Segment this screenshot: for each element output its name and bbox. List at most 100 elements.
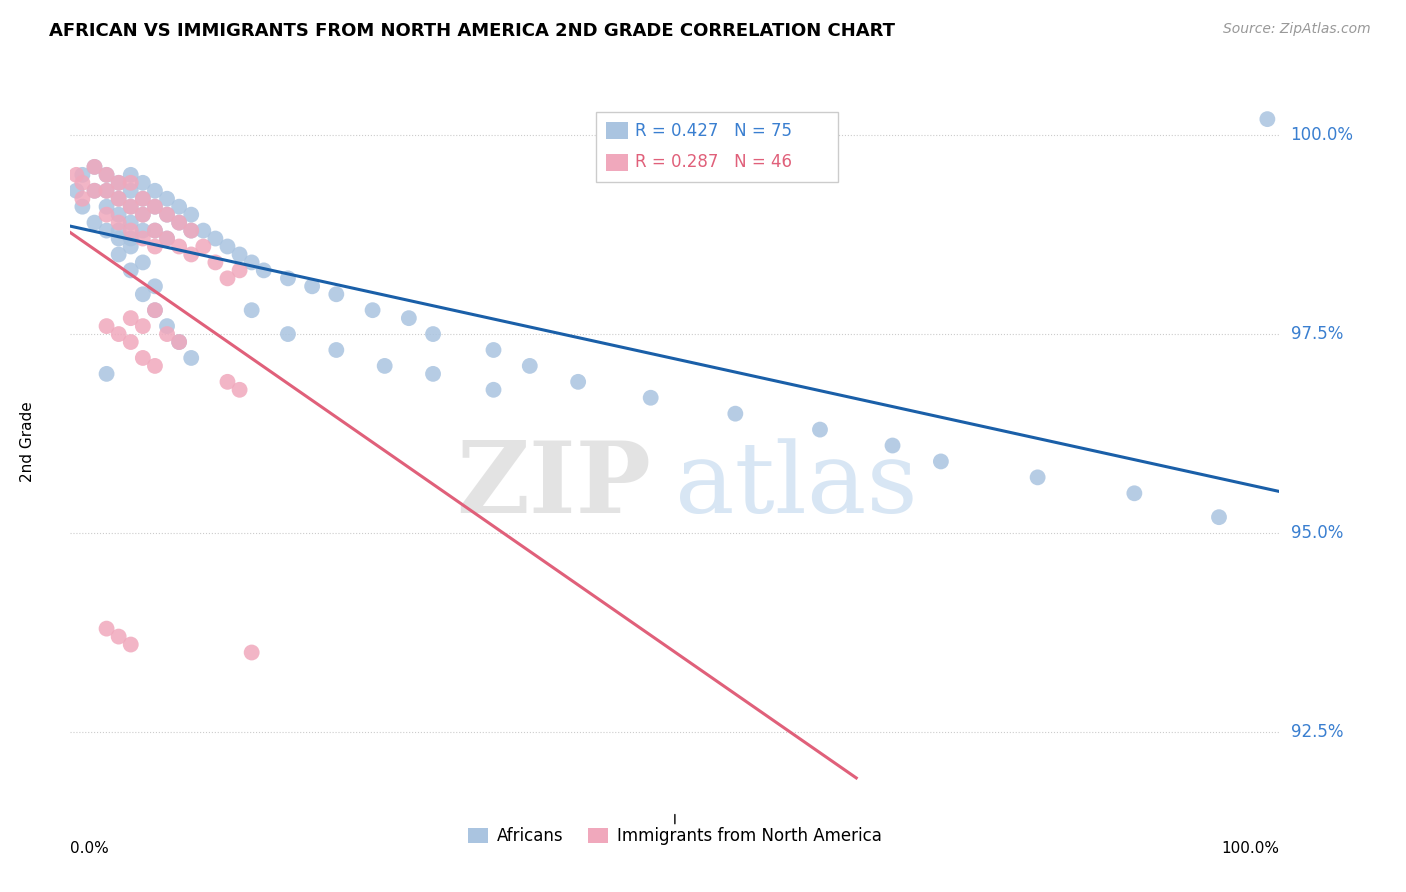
Text: Source: ZipAtlas.com: Source: ZipAtlas.com <box>1223 22 1371 37</box>
Point <box>167 334 190 349</box>
Point <box>107 630 129 644</box>
Point <box>132 255 155 269</box>
Point <box>107 327 129 342</box>
Point <box>132 208 155 222</box>
Point <box>72 200 94 214</box>
Point <box>65 184 87 198</box>
Point <box>96 208 118 222</box>
Point <box>107 192 129 206</box>
Point <box>240 303 263 318</box>
Point <box>143 223 166 237</box>
Point <box>180 223 202 237</box>
Point <box>193 223 215 237</box>
Point <box>1208 510 1230 524</box>
Point <box>143 279 166 293</box>
Point <box>217 375 239 389</box>
Text: 92.5%: 92.5% <box>1291 723 1343 741</box>
Point <box>107 216 129 230</box>
Point <box>107 231 129 245</box>
Point <box>325 343 347 357</box>
Point <box>96 367 118 381</box>
Point <box>156 231 179 245</box>
Point <box>167 216 190 230</box>
Point <box>132 319 155 334</box>
Text: AFRICAN VS IMMIGRANTS FROM NORTH AMERICA 2ND GRADE CORRELATION CHART: AFRICAN VS IMMIGRANTS FROM NORTH AMERICA… <box>49 22 896 40</box>
Point <box>132 287 155 301</box>
Point <box>325 287 347 301</box>
Point <box>143 184 166 198</box>
Point <box>65 168 87 182</box>
Point <box>240 646 263 660</box>
Point <box>96 319 118 334</box>
Point <box>519 359 541 373</box>
Point <box>83 184 105 198</box>
Point <box>143 359 166 373</box>
Point <box>83 216 105 230</box>
Point <box>96 184 118 198</box>
Point <box>882 438 904 452</box>
Point <box>107 208 129 222</box>
Point <box>107 247 129 261</box>
Point <box>724 407 747 421</box>
Text: 100.0%: 100.0% <box>1291 126 1354 144</box>
Point <box>228 263 250 277</box>
Point <box>120 311 142 326</box>
Point <box>132 176 155 190</box>
Point <box>253 263 276 277</box>
Point <box>228 383 250 397</box>
Point <box>167 239 190 253</box>
Point <box>96 184 118 198</box>
Point <box>107 192 129 206</box>
Point <box>301 279 323 293</box>
Point <box>120 168 142 182</box>
Point <box>156 208 179 222</box>
Point <box>96 223 118 237</box>
Text: R = 0.287   N = 46: R = 0.287 N = 46 <box>636 153 792 171</box>
Point <box>156 208 179 222</box>
Text: 100.0%: 100.0% <box>1222 841 1279 856</box>
Point <box>120 216 142 230</box>
Point <box>482 343 505 357</box>
Text: 95.0%: 95.0% <box>1291 524 1343 542</box>
Point <box>240 255 263 269</box>
Point <box>361 303 384 318</box>
Point <box>96 168 118 182</box>
Point <box>167 200 190 214</box>
Point <box>143 303 166 318</box>
Point <box>180 208 202 222</box>
Point <box>120 638 142 652</box>
Point <box>482 383 505 397</box>
Point <box>83 184 105 198</box>
Point <box>929 454 952 468</box>
Point <box>132 192 155 206</box>
Point <box>72 192 94 206</box>
Point <box>72 176 94 190</box>
Point <box>156 327 179 342</box>
Point <box>277 271 299 285</box>
Point <box>107 176 129 190</box>
Point <box>107 223 129 237</box>
Point <box>120 176 142 190</box>
Point <box>217 271 239 285</box>
Legend: Africans, Immigrants from North America: Africans, Immigrants from North America <box>461 820 889 852</box>
Point <box>398 311 420 326</box>
Point <box>120 223 142 237</box>
Point <box>640 391 662 405</box>
Text: R = 0.427   N = 75: R = 0.427 N = 75 <box>636 121 792 139</box>
Text: 0.0%: 0.0% <box>70 841 110 856</box>
FancyBboxPatch shape <box>606 122 627 139</box>
Point <box>143 200 166 214</box>
Point <box>180 351 202 365</box>
Point <box>204 255 226 269</box>
Point <box>72 168 94 182</box>
Point <box>83 160 105 174</box>
Point <box>143 200 166 214</box>
Point <box>167 334 190 349</box>
Point <box>156 231 179 245</box>
Point <box>143 239 166 253</box>
Point <box>132 231 155 245</box>
Point <box>96 200 118 214</box>
Point <box>808 423 831 437</box>
FancyBboxPatch shape <box>606 154 627 170</box>
Point <box>180 247 202 261</box>
